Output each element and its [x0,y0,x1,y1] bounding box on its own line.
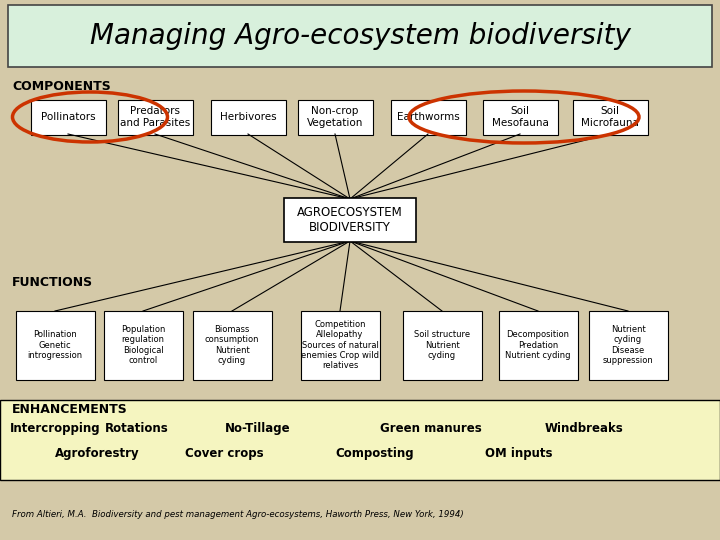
Text: Predators
and Parasites: Predators and Parasites [120,106,190,128]
Text: Pollination
Genetic
introgression: Pollination Genetic introgression [27,330,83,360]
FancyBboxPatch shape [0,400,720,480]
FancyBboxPatch shape [498,310,577,380]
FancyBboxPatch shape [210,99,286,134]
Text: AGROECOSYSTEM
BIODIVERSITY: AGROECOSYSTEM BIODIVERSITY [297,206,403,234]
Text: Green manures: Green manures [380,422,482,435]
FancyBboxPatch shape [482,99,557,134]
FancyBboxPatch shape [117,99,192,134]
FancyBboxPatch shape [588,310,667,380]
Text: Pollinators: Pollinators [41,112,95,122]
Text: From Altieri, M.A.  Biodiversity and pest management Agro-ecosystems, Haworth Pr: From Altieri, M.A. Biodiversity and pest… [12,510,464,519]
Text: ENHANCEMENTS: ENHANCEMENTS [12,403,127,416]
Text: Population
regulation
Biological
control: Population regulation Biological control [121,325,165,365]
Text: Non-crop
Vegetation: Non-crop Vegetation [307,106,363,128]
FancyBboxPatch shape [192,310,271,380]
FancyBboxPatch shape [390,99,466,134]
Text: OM inputs: OM inputs [485,447,552,460]
FancyBboxPatch shape [30,99,106,134]
Text: Composting: Composting [335,447,413,460]
Text: Intercropping: Intercropping [10,422,101,435]
Text: Rotations: Rotations [105,422,168,435]
Text: FUNCTIONS: FUNCTIONS [12,276,93,289]
Text: Earthworms: Earthworms [397,112,459,122]
FancyBboxPatch shape [284,198,416,242]
Text: Cover crops: Cover crops [185,447,264,460]
FancyBboxPatch shape [402,310,482,380]
FancyBboxPatch shape [16,310,94,380]
Text: Managing Agro-ecosystem biodiversity: Managing Agro-ecosystem biodiversity [89,22,631,50]
Text: Biomass
consumption
Nutrient
cyding: Biomass consumption Nutrient cyding [204,325,259,365]
FancyBboxPatch shape [572,99,647,134]
FancyBboxPatch shape [300,310,379,380]
Text: Competition
Allelopathy
Sources of natural
enemies Crop wild
relatives: Competition Allelopathy Sources of natur… [301,320,379,370]
Text: Soil
Microfauna: Soil Microfauna [581,106,639,128]
Text: Nutrient
cyding
Disease
suppression: Nutrient cyding Disease suppression [603,325,653,365]
Text: Agroforestry: Agroforestry [55,447,140,460]
FancyBboxPatch shape [104,310,182,380]
Text: COMPONENTS: COMPONENTS [12,80,111,93]
Text: Decomposition
Predation
Nutrient cyding: Decomposition Predation Nutrient cyding [505,330,571,360]
FancyBboxPatch shape [297,99,372,134]
Text: Windbreaks: Windbreaks [545,422,624,435]
Text: Soil
Mesofauna: Soil Mesofauna [492,106,549,128]
FancyBboxPatch shape [8,5,712,67]
Text: No-Tillage: No-Tillage [225,422,291,435]
Text: Soil structure
Nutrient
cyding: Soil structure Nutrient cyding [414,330,470,360]
Text: Herbivores: Herbivores [220,112,276,122]
